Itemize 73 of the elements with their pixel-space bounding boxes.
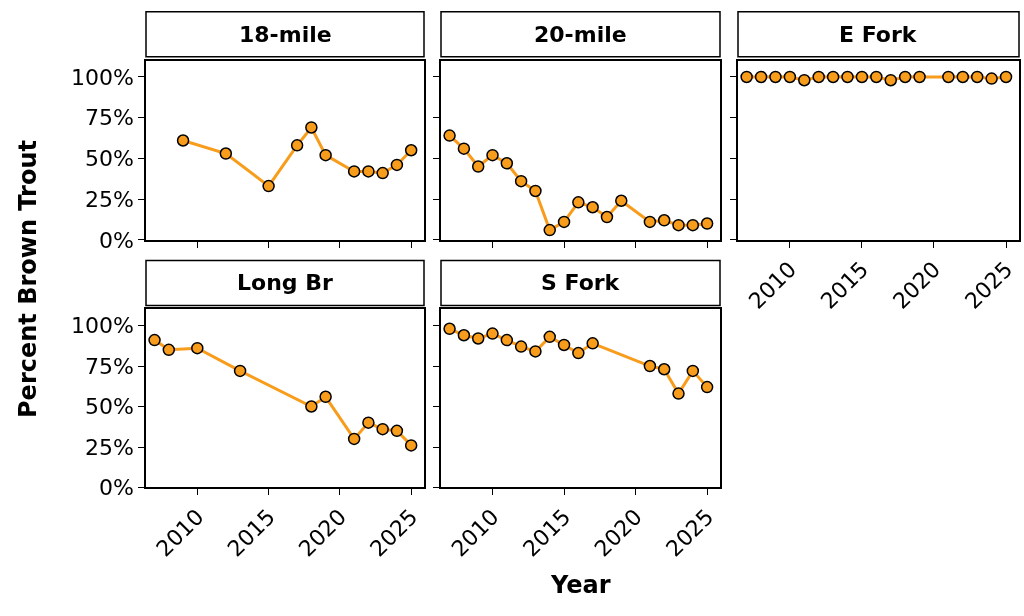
point xyxy=(657,214,671,227)
point xyxy=(471,160,485,173)
point xyxy=(686,218,700,232)
point xyxy=(233,364,247,378)
point xyxy=(686,364,700,378)
point xyxy=(191,341,204,355)
y-tick-label: 75% xyxy=(84,353,134,379)
point xyxy=(557,338,571,352)
point xyxy=(390,424,404,438)
point xyxy=(543,330,556,344)
point xyxy=(557,215,571,229)
y-tick-label: 25% xyxy=(84,186,134,212)
y-axis-title: Percent Brown Trout xyxy=(14,140,43,418)
point xyxy=(362,416,375,429)
point xyxy=(600,210,614,224)
chart-title: 18-mile xyxy=(239,22,332,47)
point xyxy=(443,322,456,336)
point xyxy=(347,165,361,178)
chart-title: 20-mile xyxy=(534,22,627,47)
point xyxy=(319,148,332,162)
point xyxy=(529,345,542,358)
point xyxy=(162,343,176,357)
point xyxy=(586,337,599,350)
y-tick-label: 50% xyxy=(84,146,134,172)
point xyxy=(700,380,714,394)
point xyxy=(362,165,375,178)
point xyxy=(457,328,471,342)
point xyxy=(500,157,514,170)
point xyxy=(262,179,275,193)
point xyxy=(148,333,161,347)
point xyxy=(657,363,671,376)
point xyxy=(615,194,628,207)
point xyxy=(672,387,685,400)
point xyxy=(457,142,471,155)
point xyxy=(471,332,485,345)
point xyxy=(347,432,361,446)
point xyxy=(643,215,657,229)
point xyxy=(586,201,599,214)
point xyxy=(529,184,542,198)
point xyxy=(219,147,233,160)
point xyxy=(543,223,556,237)
y-tick-label: 100% xyxy=(70,313,134,339)
y-tick-label: 75% xyxy=(84,105,134,131)
point xyxy=(486,148,499,162)
point xyxy=(572,346,585,360)
point xyxy=(572,196,585,209)
point xyxy=(305,400,318,413)
point xyxy=(443,129,456,142)
chart-title: S Fork xyxy=(541,270,621,295)
chart-title: E Fork xyxy=(839,22,918,47)
point xyxy=(514,174,528,188)
point xyxy=(390,158,404,172)
y-tick-label: 0% xyxy=(98,227,134,253)
chart-title: Long Br xyxy=(237,270,333,295)
point xyxy=(376,166,389,180)
y-tick-label: 50% xyxy=(84,394,134,420)
point xyxy=(700,217,714,230)
point xyxy=(305,121,318,134)
point xyxy=(176,134,190,147)
y-tick-label: 100% xyxy=(70,64,134,90)
y-tick-label: 0% xyxy=(98,475,134,501)
point xyxy=(672,218,685,232)
point xyxy=(486,327,499,340)
x-axis-title: Year xyxy=(550,571,611,599)
point xyxy=(319,390,332,404)
point xyxy=(376,422,389,436)
point xyxy=(290,139,304,152)
point xyxy=(404,144,418,157)
y-tick-label: 25% xyxy=(84,434,134,460)
point xyxy=(500,333,514,347)
point xyxy=(404,439,418,452)
point xyxy=(643,359,657,373)
point xyxy=(514,340,528,353)
